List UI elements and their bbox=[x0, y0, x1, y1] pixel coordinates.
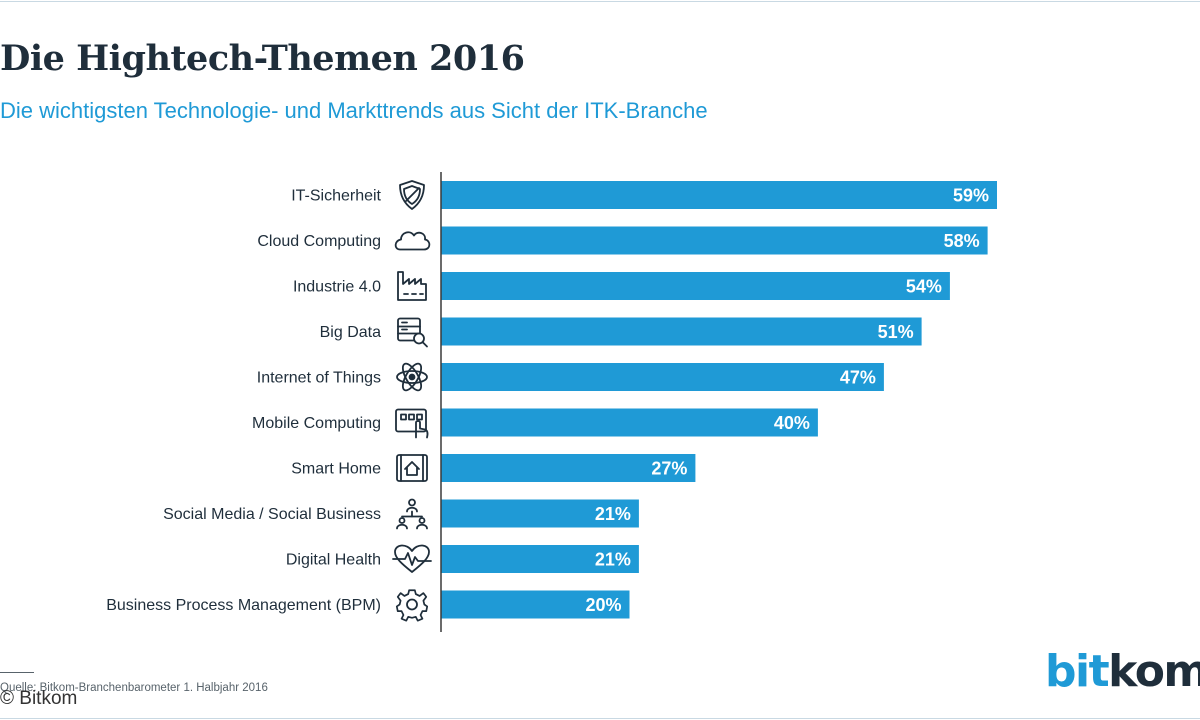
category-label-9: Digital Health bbox=[286, 552, 381, 569]
bar-2 bbox=[441, 226, 988, 255]
category-label-1: IT-Sicherheit bbox=[291, 188, 381, 205]
bar-9 bbox=[441, 545, 639, 573]
top-border bbox=[0, 1, 1200, 2]
value-label-4: 51% bbox=[878, 322, 914, 342]
heart-pulse-icon bbox=[392, 544, 432, 573]
bar-8 bbox=[441, 499, 639, 528]
value-label-3: 54% bbox=[906, 277, 942, 297]
category-label-4: Big Data bbox=[320, 324, 381, 341]
bar-4 bbox=[441, 317, 922, 346]
shield-icon bbox=[399, 180, 425, 210]
bar-10 bbox=[441, 590, 630, 619]
bitkom-logo: bitkom bbox=[1045, 646, 1200, 697]
tablet-touch-icon bbox=[395, 408, 429, 439]
logo-part-bit: bit bbox=[1045, 646, 1110, 697]
bottom-border bbox=[0, 718, 1200, 719]
value-label-9: 21% bbox=[595, 550, 631, 570]
logo-part-kom: kom bbox=[1108, 646, 1200, 697]
server-search-icon bbox=[397, 317, 428, 348]
category-label-7: Smart Home bbox=[291, 461, 381, 478]
bar-7 bbox=[441, 454, 696, 482]
value-label-10: 20% bbox=[585, 595, 621, 615]
chart-subtitle: Die wichtigsten Technologie- und Markttr… bbox=[0, 98, 708, 123]
value-label-2: 58% bbox=[944, 231, 980, 251]
category-label-2: Cloud Computing bbox=[257, 233, 381, 250]
bar-6 bbox=[441, 408, 818, 437]
bar-1 bbox=[441, 181, 997, 209]
category-label-8: Social Media / Social Business bbox=[163, 506, 381, 523]
gear-icon bbox=[395, 589, 429, 622]
category-label-6: Mobile Computing bbox=[252, 415, 381, 432]
value-label-1: 59% bbox=[953, 186, 989, 206]
source-note: Quelle: Bitkom-Branchenbarometer 1. Halb… bbox=[0, 682, 268, 694]
value-label-6: 40% bbox=[774, 413, 810, 433]
source-divider bbox=[0, 672, 34, 673]
copyright-note: © Bitkom bbox=[0, 688, 78, 709]
factory-icon bbox=[397, 271, 427, 301]
bar-5 bbox=[441, 363, 884, 391]
bar-3 bbox=[441, 272, 950, 300]
people-network-icon bbox=[396, 498, 428, 530]
value-label-8: 21% bbox=[595, 504, 631, 524]
chart-title: Die Hightech-Themen 2016 bbox=[0, 38, 525, 79]
category-label-10: Business Process Management (BPM) bbox=[106, 597, 381, 614]
value-label-5: 47% bbox=[840, 368, 876, 388]
value-label-7: 27% bbox=[651, 459, 687, 479]
atom-icon bbox=[396, 362, 428, 392]
cloud-icon bbox=[394, 231, 431, 251]
category-label-5: Internet of Things bbox=[257, 370, 381, 387]
smart-home-icon bbox=[396, 454, 428, 482]
category-label-3: Industrie 4.0 bbox=[293, 279, 381, 296]
